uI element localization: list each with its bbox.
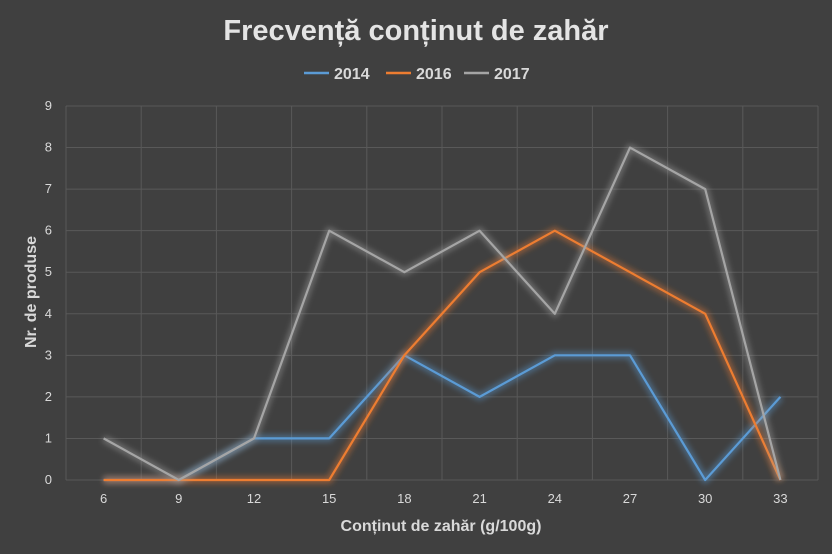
x-tick-label: 27 [623, 491, 637, 506]
y-tick-label: 6 [45, 223, 52, 238]
y-tick-label: 0 [45, 472, 52, 487]
x-tick-label: 21 [472, 491, 486, 506]
y-tick-label: 8 [45, 140, 52, 155]
y-tick-label: 3 [45, 347, 52, 362]
legend-label-2017: 2017 [494, 66, 530, 83]
y-tick-label: 1 [45, 430, 52, 445]
x-tick-label: 9 [175, 491, 182, 506]
chart-title: Frecvență conținut de zahăr [223, 15, 608, 47]
y-axis-title: Nr. de produse [23, 236, 40, 348]
x-tick-label: 30 [698, 491, 712, 506]
series-lines [101, 144, 784, 484]
series-line-2016 [103, 229, 782, 482]
legend: 2014 2016 2017 [304, 66, 530, 83]
x-tick-label: 6 [100, 491, 107, 506]
legend-label-2014: 2014 [334, 66, 370, 83]
legend-label-2016: 2016 [416, 66, 452, 83]
x-axis-ticks: 6 9 12 15 18 21 24 27 30 33 [100, 491, 788, 506]
x-tick-label: 33 [773, 491, 787, 506]
x-tick-label: 15 [322, 491, 336, 506]
y-axis-ticks: 0 1 2 3 4 5 6 7 8 9 [45, 98, 52, 487]
series-line-2017 [103, 146, 782, 482]
x-tick-label: 18 [397, 491, 411, 506]
y-tick-label: 4 [45, 306, 52, 321]
x-tick-label: 24 [548, 491, 562, 506]
gridlines [65, 105, 819, 481]
y-tick-label: 7 [45, 181, 52, 196]
x-axis-title: Conținut de zahăr (g/100g) [341, 518, 542, 535]
y-tick-label: 5 [45, 264, 52, 279]
y-tick-label: 2 [45, 389, 52, 404]
x-tick-label: 12 [247, 491, 261, 506]
y-tick-label: 9 [45, 98, 52, 113]
